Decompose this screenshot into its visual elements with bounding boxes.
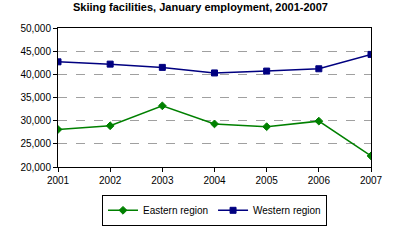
svg-text:2005: 2005 [256,175,279,186]
svg-text:45,000: 45,000 [20,46,51,57]
svg-text:2001: 2001 [47,175,70,186]
svg-text:2006: 2006 [308,175,331,186]
svg-text:20,000: 20,000 [20,162,51,173]
svg-text:Western region: Western region [253,205,321,216]
svg-text:Eastern region: Eastern region [143,205,208,216]
svg-text:2004: 2004 [203,175,226,186]
svg-text:25,000: 25,000 [20,138,51,149]
svg-text:35,000: 35,000 [20,92,51,103]
svg-text:2003: 2003 [151,175,174,186]
svg-text:2002: 2002 [99,175,122,186]
svg-text:30,000: 30,000 [20,115,51,126]
svg-text:50,000: 50,000 [20,23,51,34]
svg-text:Skiing facilities, January emp: Skiing facilities, January employment, 2… [73,1,328,13]
svg-text:2007: 2007 [360,175,383,186]
svg-text:40,000: 40,000 [20,69,51,80]
